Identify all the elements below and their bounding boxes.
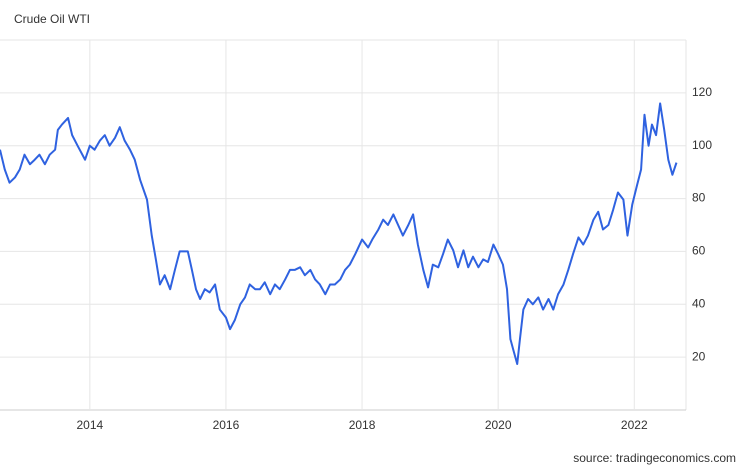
y-tick-label: 40	[692, 296, 706, 310]
x-tick-label: 2020	[485, 418, 512, 432]
y-tick-label: 80	[692, 191, 706, 205]
y-tick-label: 60	[692, 244, 706, 258]
x-tick-label: 2018	[349, 418, 376, 432]
x-tick-label: 2014	[76, 418, 103, 432]
y-tick-label: 20	[692, 349, 706, 363]
chart-title: Crude Oil WTI	[14, 12, 90, 26]
x-tick-label: 2016	[213, 418, 240, 432]
y-tick-label: 100	[692, 138, 712, 152]
y-tick-label: 120	[692, 85, 712, 99]
source: source: tradingeconomics.com	[573, 451, 736, 465]
x-tick-label: 2022	[621, 418, 648, 432]
price-line	[0, 102, 678, 366]
